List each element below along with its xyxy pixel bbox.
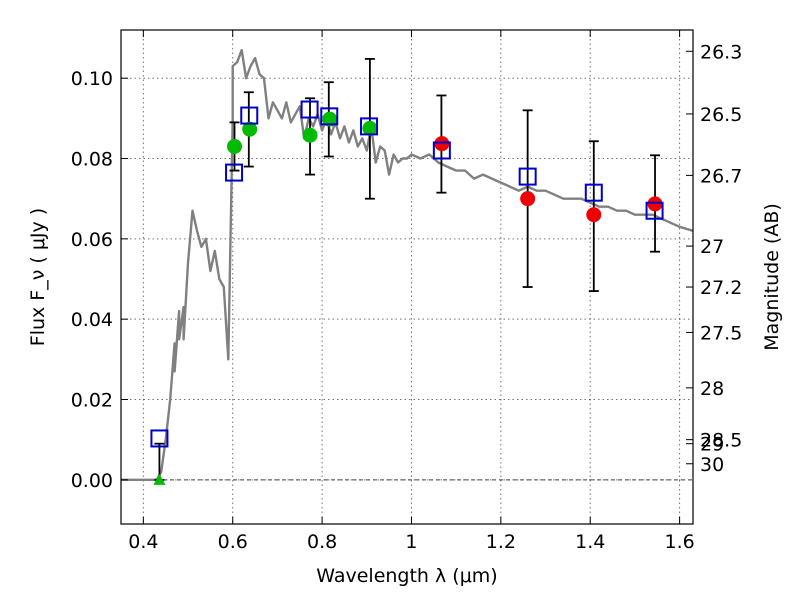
sed-line	[121, 48, 694, 481]
x-axis-ticks: 0.4 0.6 0.8 1 1.2 1.4 1.6	[128, 30, 695, 553]
y-tick-label: 0.02	[71, 389, 113, 411]
y-tick-label: 0.10	[71, 68, 113, 90]
model-photometry-boxes	[150, 100, 664, 448]
y2-tick-label: 27.2	[700, 277, 742, 299]
y-tick-label: 0.04	[71, 309, 113, 331]
x-tick-label: 0.8	[307, 531, 337, 553]
model-box	[432, 141, 451, 160]
green-point	[242, 121, 258, 137]
model-box	[150, 429, 169, 448]
model-box	[360, 117, 379, 136]
green-point	[227, 138, 243, 154]
y2-tick-label: 29	[700, 434, 724, 456]
y-axis-title: Flux F_ν ( μJy )	[27, 208, 49, 346]
x-tick-label: 1.6	[664, 531, 694, 553]
red-point	[586, 207, 602, 223]
y2-tick-label: 26.3	[700, 41, 742, 63]
plot-frame	[120, 29, 694, 525]
red-data-points	[434, 136, 663, 223]
model-box	[300, 100, 319, 119]
x-tick-label: 1.2	[486, 531, 516, 553]
x-tick-label: 1.4	[575, 531, 605, 553]
green-point	[322, 111, 338, 127]
model-box	[240, 106, 259, 125]
model-sed-curve	[121, 48, 694, 481]
y2-tick-label: 26.5	[700, 104, 742, 126]
model-box	[645, 201, 664, 220]
green-data-points	[227, 111, 378, 154]
green-point	[302, 127, 318, 143]
model-box	[225, 163, 244, 182]
y-tick-label: 0.00	[71, 470, 113, 492]
grid	[121, 30, 693, 524]
red-point	[520, 191, 536, 207]
y2-tick-label: 28	[700, 378, 724, 400]
y2-tick-label: 26.7	[700, 165, 742, 187]
model-box	[320, 107, 339, 126]
y2-tick-label: 27	[700, 236, 724, 258]
x-tick-label: 0.4	[128, 531, 158, 553]
y2-tick-label: 30	[700, 454, 724, 476]
red-point	[647, 196, 663, 212]
y-axis-ticks: 0.00 0.02 0.04 0.06 0.08 0.10	[71, 68, 128, 492]
y2-axis-title: Magnitude (AB)	[761, 203, 783, 351]
red-point	[434, 136, 450, 152]
model-box	[518, 167, 537, 186]
y-tick-label: 0.06	[71, 229, 113, 251]
y2-tick-label: 28.5	[700, 430, 742, 452]
x-tick-label: 1	[405, 531, 417, 553]
model-box	[584, 183, 603, 202]
x-axis-title: Wavelength λ (μm)	[316, 565, 497, 587]
green-point	[362, 120, 378, 136]
y-tick-label: 0.08	[71, 149, 113, 171]
upper-limit-marker	[153, 473, 166, 485]
y2-tick-label: 27.5	[700, 322, 742, 344]
x-tick-label: 0.6	[218, 531, 248, 553]
upper-limit-triangle	[153, 473, 166, 485]
